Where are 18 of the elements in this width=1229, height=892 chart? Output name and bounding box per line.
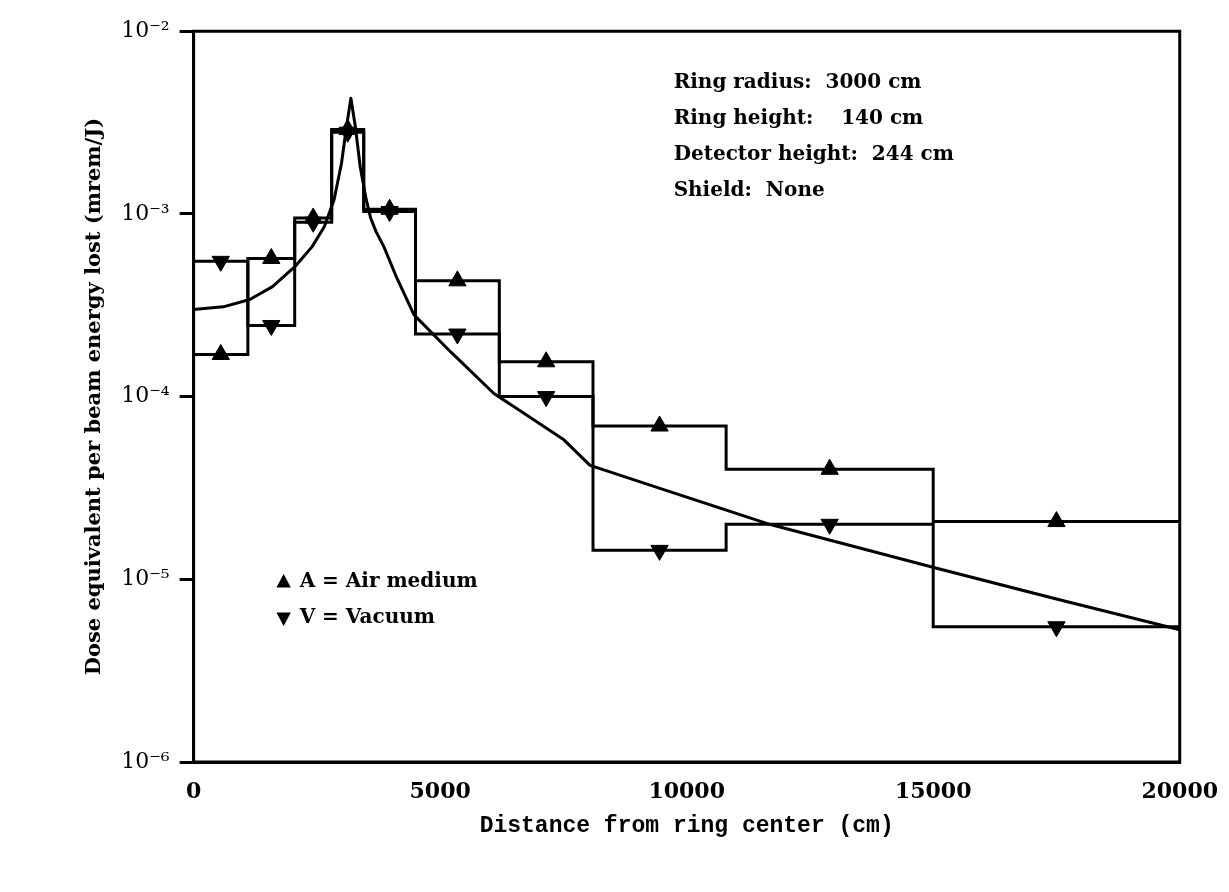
y-tick-label: 10⁻⁵ [121, 565, 170, 591]
y-tick-label: 10⁻² [121, 16, 170, 42]
x-axis-title: Distance from ring center (cm) [479, 813, 894, 839]
x-tick-label: 20000 [1141, 776, 1218, 803]
x-tick-label: 15000 [894, 776, 972, 803]
y-tick-label: 10⁻⁶ [121, 747, 170, 773]
x-tick-label: 10000 [648, 776, 725, 803]
annotation: Ring height: 140 cm [673, 105, 924, 130]
legend-label: A = Air medium [298, 568, 478, 593]
x-tick-label: 0 [185, 776, 202, 803]
x-tick-label: 5000 [409, 776, 471, 803]
annotation: Ring radius: 3000 cm [673, 69, 922, 94]
y-axis-title: Dose equivalent per beam energy lost (mrem/J) [80, 117, 106, 676]
y-tick-label: 10⁻⁴ [121, 382, 170, 408]
y-tick-label: 10⁻³ [121, 199, 170, 225]
annotation: Detector height: 244 cm [673, 141, 954, 166]
legend-label: V = Vacuum [298, 604, 435, 629]
annotation: Shield: None [673, 177, 825, 202]
